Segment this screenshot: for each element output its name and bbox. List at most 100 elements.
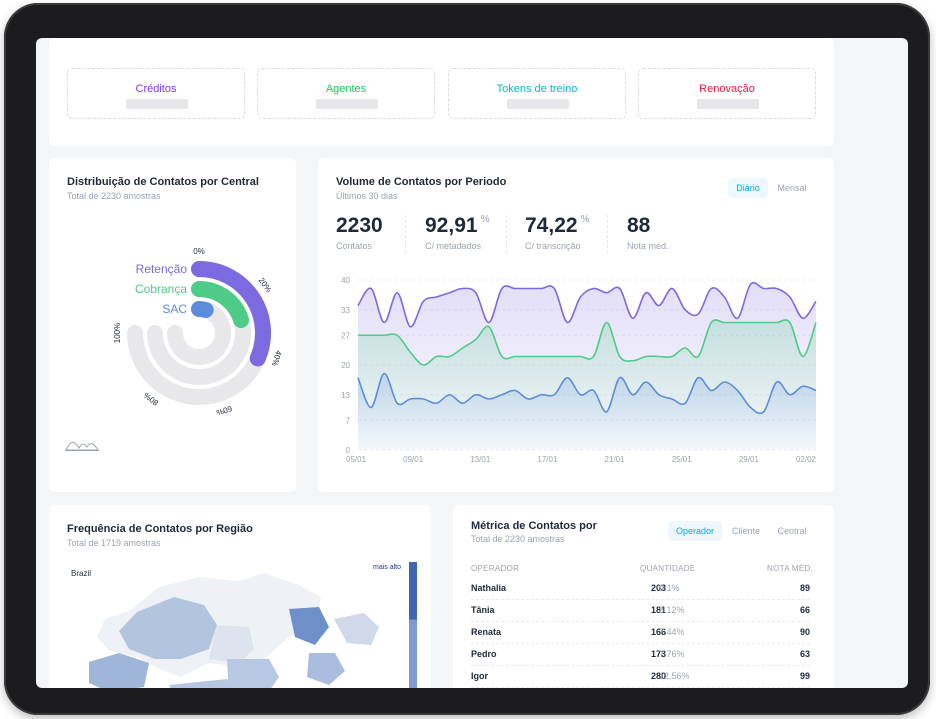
dashboard-screen: Créditos Agentes Tokens de treino Renova… [36,38,908,688]
metric-transcricao: 74,22% [525,214,589,238]
cell-percent: 7.44% [659,627,685,637]
metrics-table-subtitle: Total de 2230 amostras [471,534,565,544]
distribution-title: Distribuição de Contatos por Central [67,176,259,188]
col-header-quantidade: QUANTIDADE [640,564,696,573]
cell-percent: 7.76% [659,649,685,659]
table-row[interactable]: Pedro 173 7.76% 63 [471,644,810,666]
metric-nota: 88 [627,214,650,238]
cell-quantidade: 203 [650,583,666,593]
cell-operador: Igor [471,671,488,681]
stat-creditos[interactable]: Créditos [67,68,245,119]
metric-label: C/ metadados [425,241,482,251]
volume-title: Volume de Contatos por Periodo [336,176,507,188]
table-row[interactable]: Tânia 181 8.12% 66 [471,600,810,622]
col-header-operador: OPERADOR [471,564,520,573]
y-tick-label: 13 [341,391,350,400]
metric-value: 88 [627,214,651,237]
radial-scale-label: 0% [193,247,205,256]
metric-value: 92,91 [425,214,478,237]
metrics-table-title: Métrica de Contatos por [471,520,597,532]
metric-label: Contatos [336,241,373,251]
table-row[interactable]: Nathalia 203 9.1% 89 [471,578,810,600]
stat-label: Créditos [135,83,177,95]
region-subtitle: Total de 1719 amostras [67,538,161,548]
map-region-mato-grosso[interactable] [227,659,279,688]
tab-central[interactable]: Central [777,526,807,536]
radial-bar-1[interactable] [191,281,250,329]
map-region-rondonia[interactable] [169,679,239,688]
wave-icon [65,441,99,451]
col-header-nota: NOTA MÉD. [767,564,814,573]
stat-label: Agentes [325,83,367,95]
cell-percent: 8.12% [659,605,685,615]
map-region-acre[interactable] [89,653,149,688]
cell-quantidade: 173 [650,649,666,659]
radial-bar-2[interactable] [191,301,214,318]
volume-subtitle: Últimos 30 dias [336,191,398,201]
map-legend-label: mais alto [373,564,402,571]
radial-bar-0[interactable] [191,261,271,367]
stat-value-placeholder [316,99,378,109]
x-tick-label: 02/02 [796,455,817,464]
stat-agentes[interactable]: Agentes [257,68,435,119]
cell-nota: 89 [799,583,810,593]
distribution-card: Distribuição de Contatos por Central Tot… [49,158,296,492]
cell-nota: 90 [799,627,810,637]
stat-label: Renovação [699,83,755,95]
cell-quantidade: 166 [650,627,666,637]
toggle-mensal[interactable]: Mensal [777,183,807,193]
radial-scale-label: 60% [215,404,233,418]
tab-operador[interactable]: Operador [668,521,722,541]
metric-value: 74,22 [525,214,578,237]
y-tick-label: 40 [341,276,350,285]
map-region-tocantins[interactable] [307,653,345,685]
metric-divider [405,215,406,253]
stat-renovacao[interactable]: Renovação [638,68,816,119]
distribution-subtitle: Total de 2230 amostras [67,191,161,201]
x-tick-label: 17/01 [537,455,558,464]
table-row[interactable]: Renata 166 7.44% 90 [471,622,810,644]
table-row[interactable]: Igor 280 12.56% 99 [471,666,810,688]
cell-operador: Renata [471,627,502,637]
region-title: Frequência de Contatos por Região [67,523,253,535]
metric-metadados: 92,91% [425,214,489,238]
stat-value-placeholder [126,99,188,109]
stat-tokens[interactable]: Tokens de treino [448,68,626,119]
map-label: Brazil [71,569,92,578]
toggle-diario[interactable]: Diário [728,178,768,198]
cell-nota: 66 [799,605,810,615]
metric-label: Nota méd. [627,241,669,251]
tablet-frame: Créditos Agentes Tokens de treino Renova… [4,3,930,715]
region-card: Frequência de Contatos por Região Total … [49,505,431,688]
map-region-para[interactable] [289,607,329,645]
radial-scale-label: 40% [270,349,284,367]
x-tick-label: 13/01 [470,455,491,464]
volume-card: Volume de Contatos por Periodo Últimos 3… [318,158,834,492]
map-region-amazonas[interactable] [119,597,217,659]
tab-cliente[interactable]: Cliente [731,526,760,536]
series-line-0[interactable] [357,281,817,328]
area-chart: 0 7 13 20 27 33 40 05/01 09/01 13/01 17/01 21/01 25/… [341,276,817,464]
metric-divider [506,215,507,253]
series-line-1[interactable] [358,319,817,366]
metric-pct: % [480,214,490,225]
cell-percent: 9.1% [659,583,680,593]
radial-track [167,301,231,365]
radial-scale-label: 80% [142,391,160,408]
radial-scale-label: 100% [113,323,122,343]
stat-value-placeholder [697,99,759,109]
map-region-para-west[interactable] [209,625,254,663]
cell-quantidade: 181 [650,605,666,615]
series-line-2[interactable] [357,372,817,415]
x-tick-label: 05/01 [346,455,367,464]
map-region-northeast[interactable] [334,613,379,645]
map-legend-bar [409,562,417,688]
brazil-map[interactable] [89,567,419,688]
cell-quantidade: 280 [650,671,666,681]
stat-label: Tokens de treino [496,83,578,95]
metric-divider [607,215,608,253]
cell-percent: 12.56% [659,671,690,681]
cell-nota: 99 [799,671,810,681]
series-area-2 [358,373,816,450]
x-tick-label: 25/01 [672,455,693,464]
